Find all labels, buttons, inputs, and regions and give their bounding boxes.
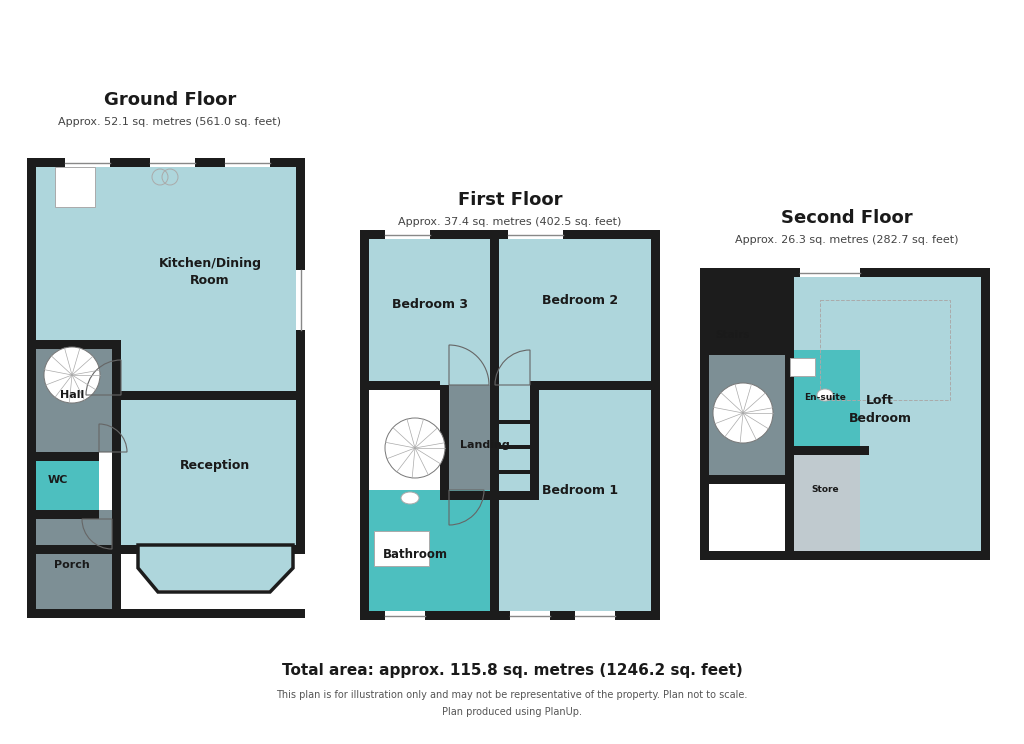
Text: Ground Floor: Ground Floor (103, 91, 237, 109)
Text: Approx. 37.4 sq. metres (402.5 sq. feet): Approx. 37.4 sq. metres (402.5 sq. feet) (398, 217, 622, 227)
Bar (490, 230, 499, 385)
Ellipse shape (817, 389, 833, 401)
Bar (360, 611, 660, 620)
Bar (510, 611, 550, 620)
Text: Bathroom: Bathroom (383, 548, 447, 562)
Text: Bedroom 1: Bedroom 1 (542, 484, 618, 496)
Bar (794, 446, 869, 455)
Text: Stairs: Stairs (716, 330, 751, 340)
Bar (374, 531, 429, 566)
Text: Total area: approx. 115.8 sq. metres (1246.2 sq. feet): Total area: approx. 115.8 sq. metres (12… (282, 662, 742, 678)
Bar (440, 385, 449, 500)
Bar (36, 452, 99, 510)
Bar (296, 158, 305, 545)
Bar (112, 340, 121, 618)
Bar (369, 239, 490, 385)
Bar (65, 158, 110, 167)
Bar (55, 167, 95, 207)
Bar (499, 445, 539, 449)
Bar (700, 268, 990, 277)
Bar (27, 158, 36, 618)
Bar (150, 158, 195, 167)
Bar (369, 490, 490, 611)
Wedge shape (385, 418, 445, 478)
Bar (36, 167, 305, 395)
Bar (700, 346, 785, 355)
Bar (440, 491, 530, 500)
Bar (499, 420, 539, 424)
Bar (820, 300, 950, 400)
Bar (794, 450, 860, 551)
Text: Hall: Hall (59, 390, 84, 400)
Bar (296, 395, 305, 545)
Text: Kitchen/Dining
Room: Kitchen/Dining Room (159, 257, 261, 287)
Bar (360, 381, 440, 390)
Bar (360, 230, 660, 239)
Bar (36, 340, 121, 452)
Bar (794, 350, 860, 450)
Bar (785, 268, 794, 560)
Wedge shape (44, 347, 100, 403)
Ellipse shape (401, 492, 419, 504)
Wedge shape (713, 383, 773, 443)
Bar (530, 385, 539, 500)
Bar (440, 385, 530, 500)
Bar (296, 270, 305, 330)
Bar (790, 358, 815, 376)
Bar (27, 609, 305, 618)
Text: Reception: Reception (180, 458, 250, 472)
Bar (575, 611, 615, 620)
Bar (360, 230, 369, 620)
Bar (293, 545, 305, 554)
Bar (530, 381, 660, 390)
Text: First Floor: First Floor (458, 191, 562, 209)
Bar (981, 268, 990, 560)
Text: Porch: Porch (54, 560, 90, 570)
Text: WC: WC (48, 475, 69, 485)
Bar (709, 350, 785, 475)
Bar (36, 510, 121, 618)
Bar (385, 230, 430, 239)
Bar (360, 381, 440, 390)
Bar (27, 452, 99, 461)
Text: Plan produced using PlanUp.: Plan produced using PlanUp. (442, 707, 582, 717)
Bar (700, 475, 785, 484)
Bar (121, 391, 305, 400)
Bar (36, 545, 138, 554)
Polygon shape (138, 545, 293, 590)
Bar (700, 551, 990, 560)
Text: Bedroom 3: Bedroom 3 (392, 298, 468, 312)
Text: Approx. 52.1 sq. metres (561.0 sq. feet): Approx. 52.1 sq. metres (561.0 sq. feet) (58, 117, 282, 127)
Bar (499, 385, 660, 611)
Bar (36, 167, 121, 349)
Bar (225, 158, 270, 167)
Text: En-suite: En-suite (804, 394, 846, 403)
Text: Store: Store (811, 486, 839, 495)
Bar (121, 167, 305, 395)
Bar (121, 395, 305, 545)
Text: Second Floor: Second Floor (781, 209, 912, 227)
Bar (385, 611, 425, 620)
Bar (27, 158, 305, 167)
Bar (700, 268, 709, 560)
Bar (27, 340, 112, 349)
Bar (490, 385, 499, 620)
Bar (800, 268, 860, 277)
Bar (794, 277, 990, 560)
Text: Bedroom 2: Bedroom 2 (542, 293, 618, 307)
Bar (651, 230, 660, 620)
Bar (27, 510, 99, 519)
Bar (709, 277, 785, 350)
Bar (499, 239, 660, 385)
Text: Approx. 26.3 sq. metres (282.7 sq. feet): Approx. 26.3 sq. metres (282.7 sq. feet) (735, 235, 958, 245)
Text: Landing: Landing (460, 440, 510, 450)
Text: This plan is for illustration only and may not be representative of the property: This plan is for illustration only and m… (276, 690, 748, 700)
Bar (508, 230, 563, 239)
Bar (499, 470, 539, 474)
Text: Loft
Bedroom: Loft Bedroom (849, 394, 911, 426)
